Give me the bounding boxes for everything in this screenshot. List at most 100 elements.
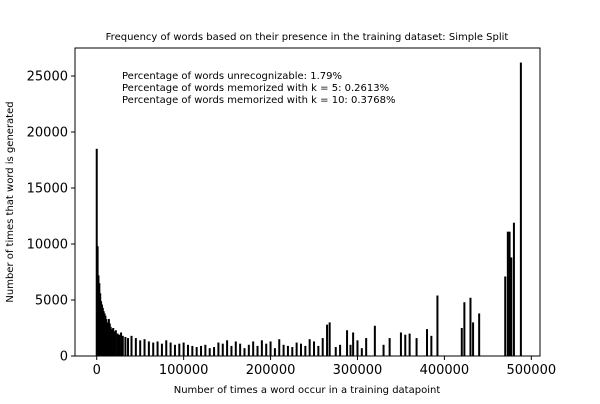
bar <box>349 344 352 356</box>
bar <box>273 348 276 356</box>
bar <box>124 336 127 356</box>
bar <box>282 344 285 356</box>
bar <box>286 345 289 356</box>
plot-frame <box>74 47 541 357</box>
bar <box>304 345 307 356</box>
bar <box>360 348 363 356</box>
bar <box>510 257 513 356</box>
bar <box>426 329 429 356</box>
bar <box>321 338 324 356</box>
bar <box>408 333 411 356</box>
x-tick-label: 0 <box>93 363 101 378</box>
bar <box>436 295 439 356</box>
bar <box>365 338 368 356</box>
bar <box>178 343 181 356</box>
bar <box>116 333 119 356</box>
bar <box>165 340 168 356</box>
bar <box>373 325 376 356</box>
x-axis-label: Number of times a word occur in a traini… <box>174 385 441 396</box>
bar <box>346 330 349 356</box>
bar <box>508 231 511 356</box>
bar <box>127 338 130 356</box>
bar <box>269 341 272 356</box>
bar <box>204 344 207 356</box>
bar <box>295 342 298 356</box>
bar <box>460 328 463 356</box>
bar <box>130 335 133 356</box>
annotation-memorized-k10: Percentage of words memorized with k = 1… <box>122 95 395 106</box>
bar <box>121 335 124 356</box>
bar <box>463 302 466 356</box>
bar <box>147 341 150 356</box>
bar <box>299 343 302 356</box>
bar <box>308 339 311 356</box>
bar <box>339 344 342 356</box>
bar <box>226 340 229 356</box>
bar <box>182 342 185 356</box>
bar <box>169 342 172 356</box>
x-ticks: 0 100000 200000 300000 400000 500000 <box>93 356 556 378</box>
bar <box>252 341 255 356</box>
y-ticks: 0 5000 10000 15000 20000 25000 <box>27 70 75 365</box>
y-tick-label: 20000 <box>27 126 68 141</box>
bar <box>399 332 402 356</box>
annotation-memorized-k5: Percentage of words memorized with k = 5… <box>122 83 389 94</box>
bar <box>504 276 507 356</box>
bar <box>143 339 146 356</box>
y-tick-label: 15000 <box>27 182 68 197</box>
bar <box>356 340 359 356</box>
bar <box>404 334 407 356</box>
bar <box>472 322 475 356</box>
bar <box>139 340 142 356</box>
x-tick-label: 500000 <box>506 363 556 378</box>
y-axis-label: Number of times that word is generated <box>5 101 16 302</box>
annotation-unrecognizable: Percentage of words unrecognizable: 1.79… <box>122 71 342 82</box>
bar <box>208 348 211 356</box>
bar <box>134 338 137 356</box>
bar <box>152 342 155 356</box>
bar <box>173 344 176 356</box>
y-tick-label: 10000 <box>27 238 68 253</box>
bar <box>415 338 418 356</box>
bar <box>512 222 515 356</box>
bar <box>234 341 237 356</box>
x-tick-label: 200000 <box>246 363 296 378</box>
bar <box>388 338 391 356</box>
bar <box>278 339 281 356</box>
bar <box>313 341 316 356</box>
y-tick-label: 25000 <box>27 70 68 85</box>
bars-layer <box>95 62 522 357</box>
y-tick-label: 0 <box>60 350 68 365</box>
bar <box>334 347 337 356</box>
bar <box>186 344 189 356</box>
bar <box>118 334 121 356</box>
bar <box>114 330 117 356</box>
bar <box>256 345 259 356</box>
bar <box>506 231 509 356</box>
bar <box>430 335 433 356</box>
bar <box>156 341 159 356</box>
chart-title: Frequency of words based on their presen… <box>106 32 509 43</box>
x-tick-label: 400000 <box>420 363 470 378</box>
bar <box>328 322 331 356</box>
bar <box>160 343 163 356</box>
x-tick-label: 100000 <box>159 363 209 378</box>
bar <box>519 62 522 357</box>
bar <box>382 344 385 356</box>
bar <box>230 345 233 356</box>
bar <box>352 332 355 356</box>
bar <box>213 347 216 356</box>
bar <box>317 345 320 356</box>
bar <box>195 347 198 356</box>
bar <box>247 344 250 356</box>
bar <box>243 348 246 356</box>
bar <box>469 297 472 356</box>
bar <box>217 342 220 356</box>
bar <box>221 343 224 356</box>
bar <box>120 332 123 356</box>
bar <box>478 313 481 356</box>
bar <box>260 340 263 356</box>
bar <box>239 343 242 356</box>
